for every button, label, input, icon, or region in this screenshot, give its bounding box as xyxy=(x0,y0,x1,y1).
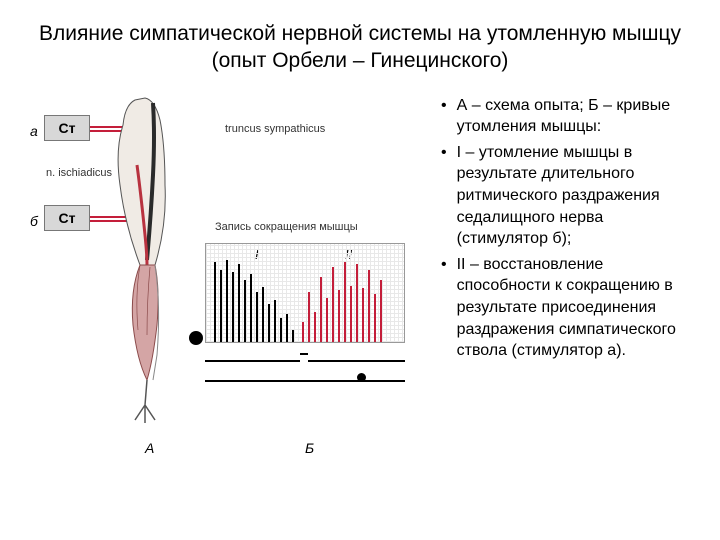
stimulator-b-label: Ст xyxy=(59,210,76,226)
spike-phase1 xyxy=(292,330,294,342)
marker-a: а xyxy=(30,123,38,139)
bullet-2: • I – утомление мышцы в результате длите… xyxy=(435,142,690,250)
spike-phase1 xyxy=(262,287,264,342)
spike-phase1 xyxy=(232,272,234,342)
axis-label-A: А xyxy=(145,440,154,456)
spike-phase1 xyxy=(256,292,258,342)
signal-step xyxy=(300,353,308,355)
marker-b: б xyxy=(30,213,38,229)
spike-phase2 xyxy=(344,262,346,342)
stimulator-a-label: Ст xyxy=(59,120,76,136)
bullet-marker: • xyxy=(441,254,447,362)
spike-phase2 xyxy=(368,270,370,342)
bullet-2-text: I – утомление мышцы в результате длитель… xyxy=(457,142,690,250)
content-row: а б Ст Ст truncus sympathicus n. ischiad… xyxy=(30,95,690,465)
spike-phase1 xyxy=(220,270,222,342)
spike-phase1 xyxy=(280,318,282,342)
spike-phase2 xyxy=(320,277,322,342)
signal-marker-dot xyxy=(357,373,366,382)
spike-phase1 xyxy=(286,314,288,342)
spike-phase1 xyxy=(226,260,228,342)
spike-phase1 xyxy=(214,262,216,342)
legend-text: • А – схема опыта; Б – кривые утомления … xyxy=(435,95,690,465)
axis-label-B: Б xyxy=(305,440,314,456)
spike-phase2 xyxy=(362,288,364,342)
recording-caption: Запись сокращения мышцы xyxy=(215,221,358,233)
spike-phase2 xyxy=(380,280,382,342)
spike-phase2 xyxy=(350,286,352,342)
spike-phase2 xyxy=(302,322,304,342)
bullet-marker: • xyxy=(441,142,447,250)
signal-line-b2 xyxy=(308,360,405,362)
spike-phase2 xyxy=(338,290,340,342)
spike-phase1 xyxy=(268,304,270,342)
spike-phase1 xyxy=(244,280,246,342)
spike-phase1 xyxy=(250,274,252,342)
page-title: Влияние симпатической нервной системы на… xyxy=(30,20,690,75)
spike-phase2 xyxy=(356,264,358,342)
signal-line-b1 xyxy=(205,360,300,362)
contraction-chart: Запись сокращения мышцы I II xyxy=(205,225,405,365)
bullet-1-text: А – схема опыта; Б – кривые утомления мы… xyxy=(457,95,690,138)
spike-phase2 xyxy=(374,294,376,342)
spike-phase1 xyxy=(238,264,240,342)
stimulator-a-box: Ст xyxy=(44,115,90,141)
lever-pivot-dot xyxy=(189,331,203,345)
truncus-sympathicus-label: truncus sympathicus xyxy=(225,123,325,135)
stimulator-b-box: Ст xyxy=(44,205,90,231)
chart-grid xyxy=(205,243,405,343)
bullet-1: • А – схема опыта; Б – кривые утомления … xyxy=(435,95,690,138)
experiment-diagram: а б Ст Ст truncus sympathicus n. ischiad… xyxy=(30,95,420,465)
spike-phase2 xyxy=(332,267,334,342)
spike-phase1 xyxy=(274,300,276,342)
signal-line-a-base xyxy=(205,380,405,382)
spike-phase2 xyxy=(326,298,328,342)
bullet-3-text: II – восстановление способности к сокращ… xyxy=(457,254,690,362)
n-ischiadicus-label: n. ischiadicus xyxy=(46,167,112,179)
bullet-marker: • xyxy=(441,95,447,138)
spike-phase2 xyxy=(308,292,310,342)
bullet-3: • II – восстановление способности к сокр… xyxy=(435,254,690,362)
spike-phase2 xyxy=(314,312,316,342)
